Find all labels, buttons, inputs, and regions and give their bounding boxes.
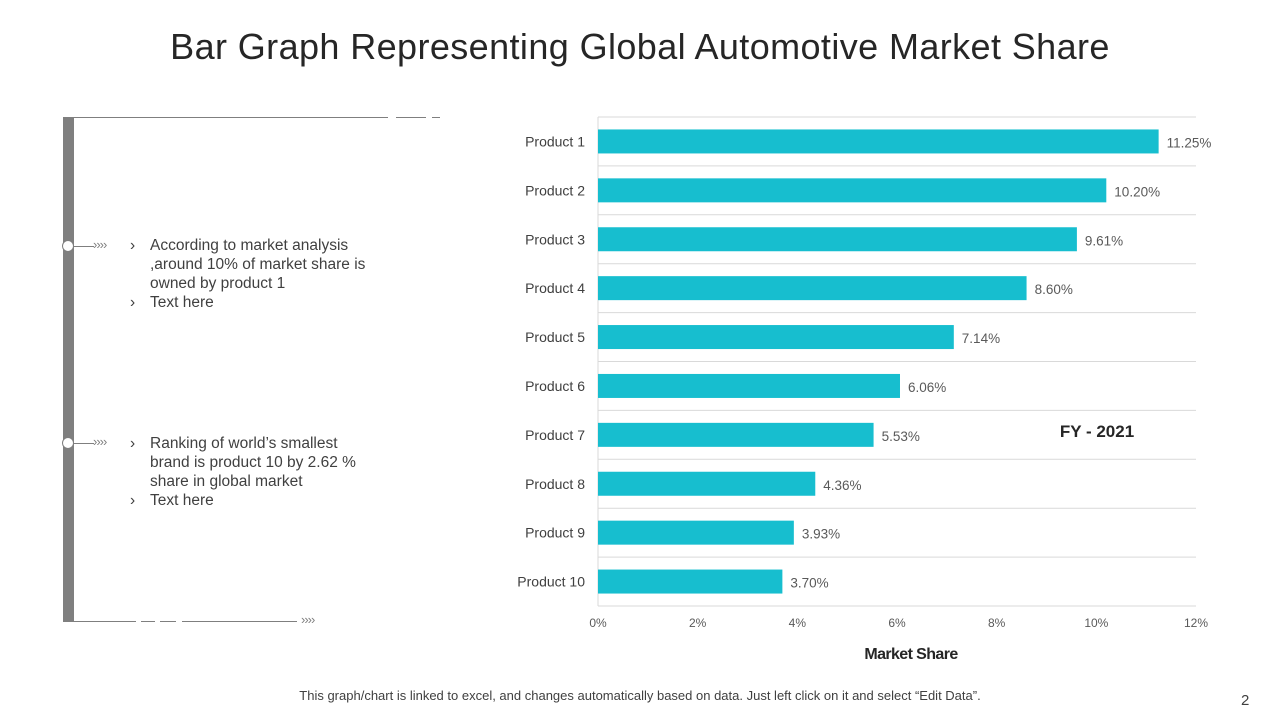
category-label: Product 9 <box>525 525 585 541</box>
bullet-chevron-icon: › <box>130 492 136 509</box>
data-label: 10.20% <box>1114 184 1160 199</box>
insight-text: Text here <box>150 492 214 509</box>
bar <box>598 520 794 545</box>
bar <box>598 569 783 594</box>
data-label: 7.14% <box>962 331 1000 346</box>
bottom-rule <box>182 621 297 622</box>
top-rule <box>74 117 388 118</box>
category-label: Product 3 <box>525 231 585 247</box>
insights-panel: ›››› › According to market analysis ,aro… <box>0 0 480 720</box>
category-label: Product 7 <box>525 427 585 443</box>
data-label: 4.36% <box>823 478 861 493</box>
category-label: Product 1 <box>525 133 585 149</box>
insight-line: › Ranking of world’s smallest <box>130 434 356 453</box>
bottom-rule-dash <box>141 621 155 622</box>
data-label: 8.60% <box>1035 282 1073 297</box>
data-label: 3.70% <box>790 576 828 591</box>
insight-text: owned by product 1 <box>150 275 286 292</box>
connector-line <box>74 246 94 247</box>
x-tick-label: 2% <box>689 616 707 630</box>
x-axis-title: Market Share <box>864 646 958 663</box>
bar <box>598 471 816 496</box>
insight-line: › According to market analysis <box>130 236 365 255</box>
category-label: Product 5 <box>525 329 585 345</box>
x-tick-label: 10% <box>1084 616 1108 630</box>
bottom-rule <box>74 621 136 622</box>
category-label: Product 10 <box>517 574 585 590</box>
slide-title: Bar Graph Representing Global Automotive… <box>170 26 1110 67</box>
footer-note: This graph/chart is linked to excel, and… <box>299 688 981 703</box>
insight-text: According to market analysis <box>150 237 349 254</box>
insight-line: brand is product 10 by 2.62 % <box>130 453 356 472</box>
insight-line: share in global market <box>130 472 356 491</box>
bar <box>598 178 1107 203</box>
category-label: Product 6 <box>525 378 585 394</box>
insight-text: brand is product 10 by 2.62 % <box>150 454 356 471</box>
insight-block-2: › Ranking of world’s smallest brand is p… <box>130 434 356 510</box>
bottom-rule-dash <box>160 621 176 622</box>
bullet-chevron-icon: › <box>130 237 136 254</box>
bar <box>598 325 954 350</box>
bar <box>598 276 1027 301</box>
chevrons-right-icon: ›››› <box>301 612 315 627</box>
x-tick-label: 6% <box>888 616 906 630</box>
top-rule-dash <box>432 117 440 118</box>
category-label: Product 2 <box>525 182 585 198</box>
timeline-bar <box>63 117 74 622</box>
top-rule-dash <box>396 117 426 118</box>
data-label: 9.61% <box>1085 233 1123 248</box>
insight-line: owned by product 1 <box>130 274 365 293</box>
x-tick-label: 8% <box>988 616 1006 630</box>
data-label: 3.93% <box>802 527 840 542</box>
data-label: 11.25% <box>1167 135 1212 150</box>
data-label: 6.06% <box>908 380 946 395</box>
bullet-chevron-icon: › <box>130 294 136 311</box>
insight-block-1: › According to market analysis ,around 1… <box>130 236 365 312</box>
insight-text: ,around 10% of market share is <box>150 256 366 273</box>
bar <box>598 422 874 447</box>
bar <box>598 373 900 398</box>
connector-line <box>74 443 94 444</box>
x-tick-label: 12% <box>1184 616 1208 630</box>
page-number: 2 <box>1241 692 1250 709</box>
insight-text: Text here <box>150 294 214 311</box>
bar <box>598 129 1159 154</box>
insight-line: ,around 10% of market share is <box>130 255 365 274</box>
insight-text: Ranking of world’s smallest <box>150 435 338 452</box>
chevrons-right-icon: ›››› <box>93 237 107 252</box>
category-label: Product 8 <box>525 476 585 492</box>
bar <box>598 227 1077 252</box>
node-circle-icon <box>62 437 74 449</box>
data-label: 5.53% <box>882 429 920 444</box>
bullet-chevron-icon: › <box>130 435 136 452</box>
node-circle-icon <box>62 240 74 252</box>
insight-line: › Text here <box>130 293 365 312</box>
category-label: Product 4 <box>525 280 585 296</box>
chevrons-right-icon: ›››› <box>93 434 107 449</box>
insight-text: share in global market <box>150 473 303 490</box>
fiscal-year-annotation: FY - 2021 <box>1060 422 1134 441</box>
insight-line: › Text here <box>130 491 356 510</box>
x-tick-label: 0% <box>589 616 607 630</box>
x-tick-label: 4% <box>789 616 807 630</box>
